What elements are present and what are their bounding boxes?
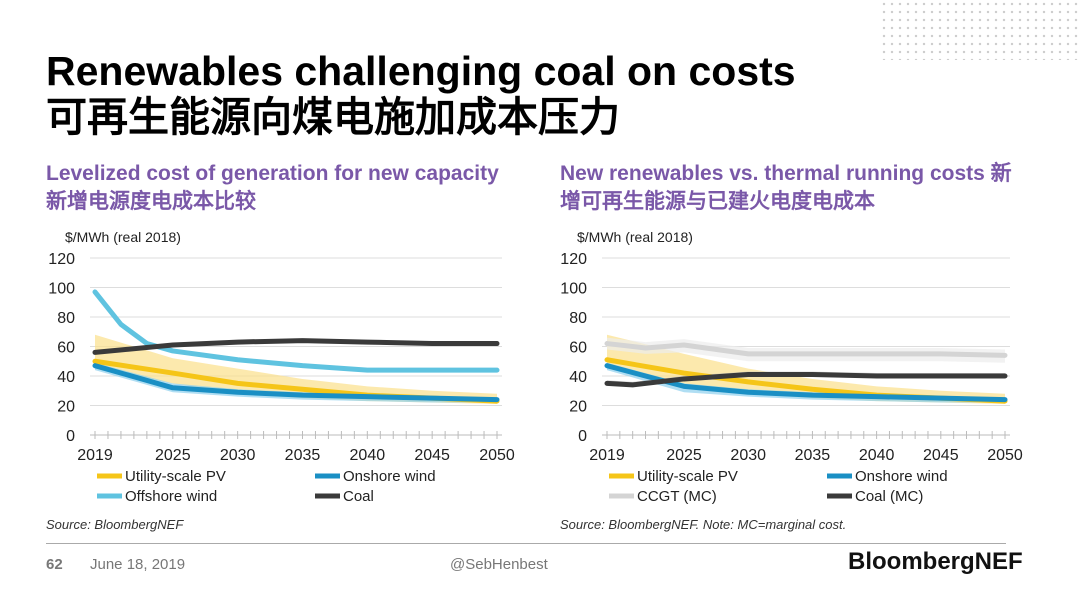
x-tick-label: 2050: [987, 447, 1023, 464]
x-tick-label: 2025: [155, 447, 191, 464]
series-line-coal-mc-: [604, 372, 1008, 388]
series-line-onshore-wind: [604, 363, 1008, 403]
footer-handle: @SebHenbest: [450, 556, 548, 573]
y-tick-label: 60: [569, 340, 587, 357]
x-tick-label: 2040: [859, 447, 895, 464]
band-ccgt-mc-: [607, 337, 1005, 363]
page-title: Renewables challenging coal on costs 可再生…: [46, 48, 796, 140]
series-line-offshore-wind: [92, 289, 500, 373]
y-tick-label: 80: [569, 310, 587, 327]
x-tick-label: 2035: [285, 447, 321, 464]
y-tick-label: 80: [57, 310, 75, 327]
y-tick-label: 0: [578, 428, 587, 445]
page-number: 62: [46, 556, 63, 573]
series-line-coal: [92, 338, 500, 355]
x-tick-label: 2025: [666, 447, 702, 464]
x-tick-label: 2045: [414, 447, 450, 464]
bloombergnef-logo: BloombergNEF: [848, 548, 1023, 575]
band-onshore-wind: [607, 362, 1005, 403]
legend-label: Onshore wind: [343, 468, 436, 485]
chart-1-source: Source: BloombergNEF: [46, 517, 184, 532]
y-tick-label: 120: [560, 251, 587, 268]
band-onshore-wind: [95, 362, 497, 403]
chart-1-title: Levelized cost of generation for new cap…: [46, 162, 499, 213]
x-tick-label: 2030: [220, 447, 256, 464]
y-axis-label: $/MWh (real 2018): [577, 229, 693, 245]
footer-divider: [46, 543, 1006, 544]
legend-label: Offshore wind: [125, 488, 217, 505]
x-tick-label: 2040: [350, 447, 386, 464]
y-tick-label: 100: [48, 281, 75, 298]
legend-label: Onshore wind: [855, 468, 948, 485]
y-axis-label: $/MWh (real 2018): [65, 229, 181, 245]
title-chinese: 可再生能源向煤电施加成本压力: [46, 94, 620, 140]
y-tick-label: 60: [57, 340, 75, 357]
legend-label: Utility-scale PV: [125, 468, 226, 485]
legend-label: CCGT (MC): [637, 488, 717, 505]
x-tick-label: 2035: [795, 447, 831, 464]
x-tick-label: 2050: [479, 447, 515, 464]
y-tick-label: 20: [57, 399, 75, 416]
title-english: Renewables challenging coal on costs: [46, 48, 796, 94]
decorative-dot-grid: [880, 0, 1080, 60]
legend-label: Utility-scale PV: [637, 468, 738, 485]
y-tick-label: 20: [569, 399, 587, 416]
chart-2-source: Source: BloombergNEF. Note: MC=marginal …: [560, 517, 847, 532]
y-tick-label: 120: [48, 251, 75, 268]
chart-2-title: New renewables vs. thermal running costs…: [560, 162, 1012, 213]
x-tick-label: 2019: [77, 447, 113, 464]
y-tick-label: 40: [57, 369, 75, 386]
series-line-ccgt-mc-: [604, 341, 1008, 358]
x-tick-label: 2045: [923, 447, 959, 464]
legend-label: Coal (MC): [855, 488, 923, 505]
y-tick-label: 40: [569, 369, 587, 386]
x-tick-label: 2019: [589, 447, 625, 464]
footer-date: June 18, 2019: [90, 556, 186, 573]
x-tick-label: 2030: [730, 447, 766, 464]
y-tick-label: 100: [560, 281, 587, 298]
series-line-onshore-wind: [92, 363, 500, 403]
y-tick-label: 0: [66, 428, 75, 445]
legend-label: Coal: [343, 488, 374, 505]
